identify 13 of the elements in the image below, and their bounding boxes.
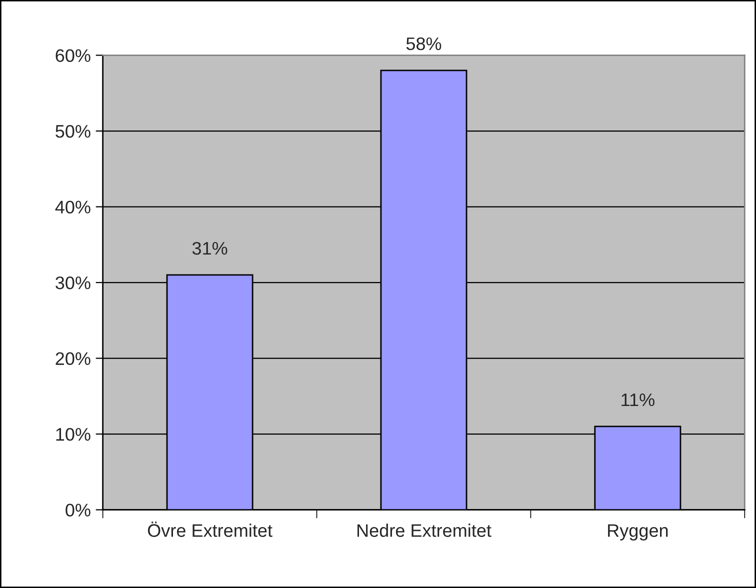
y-tick-label: 10% bbox=[56, 428, 90, 441]
data-label: 31% bbox=[192, 242, 228, 255]
data-label: 58% bbox=[406, 37, 442, 50]
data-label: 11% bbox=[622, 394, 654, 406]
x-tick-label: Ryggen bbox=[608, 524, 668, 541]
y-tick-label: 40% bbox=[55, 200, 90, 214]
y-tick-label: 50% bbox=[56, 124, 90, 138]
x-tick-label: Övre Extremitet bbox=[148, 522, 272, 537]
y-tick-label: 30% bbox=[56, 276, 90, 290]
y-tick-label: 20% bbox=[56, 352, 90, 366]
y-tick-label: 0% bbox=[66, 504, 90, 517]
x-tick-label: Nedre Extremitet bbox=[357, 524, 492, 537]
y-tick-label: 60% bbox=[56, 49, 90, 62]
